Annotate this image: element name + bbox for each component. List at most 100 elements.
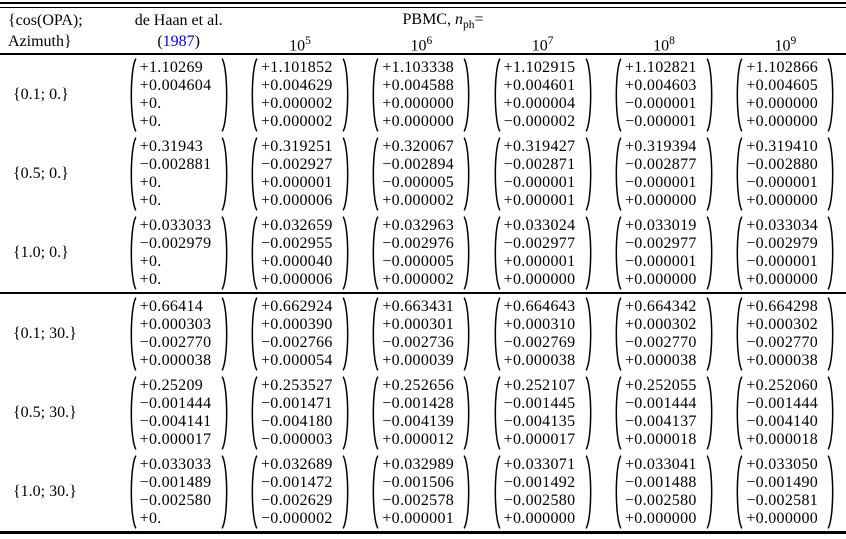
stokes-vector-cell: +0.033050 −0.001490 −0.002581 +0.000000 [725, 454, 846, 529]
stokes-vector-cell: +1.102821 +0.004603 −0.000001 −0.000001 [603, 57, 724, 132]
vector-component: +0.000040 [260, 252, 333, 270]
open-paren: ( [157, 33, 163, 50]
pbmc-prefix: PBMC, [402, 11, 455, 28]
stokes-vector-cell: +1.103338 +0.004588 +0.000000 +0.000000 [361, 57, 482, 132]
paren-close [706, 454, 713, 529]
vector-component: +1.101852 [260, 58, 333, 76]
paren-open [736, 57, 743, 132]
vector-values: +0.033019 −0.002977 −0.000001 +0.000000 [622, 217, 706, 289]
vector-values: +0.252055 −0.001444 −0.004137 +0.000018 [622, 377, 706, 449]
vector-component: +0.000000 [382, 112, 455, 130]
vector-component: +0.319427 [503, 137, 576, 155]
vector-values: +0.664342 +0.000302 −0.002770 +0.000038 [622, 298, 706, 370]
vector-component: +0.000039 [382, 351, 455, 369]
paren-close [221, 296, 228, 371]
vector-values: +0.664643 +0.000310 −0.002769 +0.000038 [501, 298, 585, 370]
vector-component: +0.000006 [260, 191, 333, 209]
paren-close [706, 57, 713, 132]
vector-component: +0.000038 [624, 351, 697, 369]
paren-close [221, 136, 228, 211]
vector-component: +0.004601 [503, 76, 576, 94]
paren-open [251, 454, 258, 529]
paren-close [342, 136, 349, 211]
paren-open [372, 57, 379, 132]
vector-values: +0.252656 −0.001428 −0.004139 +0.000012 [379, 377, 463, 449]
vector-component: +0.25209 [139, 376, 204, 394]
paren-open [130, 57, 137, 132]
paren-close [706, 136, 713, 211]
paren-close [342, 296, 349, 371]
paren-open [372, 215, 379, 290]
vector-component: −0.000005 [382, 252, 455, 270]
stokes-vector-cell: +1.102866 +0.004605 +0.000000 +0.000000 [725, 57, 846, 132]
paren-open [736, 215, 743, 290]
stokes-vector-cell: +0.319410 −0.002880 −0.000001 +0.000000 [725, 136, 846, 211]
vector-component: +0.032963 [382, 216, 455, 234]
vector-component: −0.000003 [260, 430, 333, 448]
vector-component: −0.000002 [503, 112, 576, 130]
stokes-vector-cell: +0.253527 −0.001471 −0.004180 −0.000003 [239, 375, 360, 450]
paren-close [585, 454, 592, 529]
vector-values: +1.10269 +0.004604 +0. +0. [137, 59, 221, 131]
table-header: {cos(OPA); de Haan et al. Azimuth} (1987… [0, 8, 846, 55]
vector-component: −0.004140 [746, 412, 819, 430]
vector-component: +0.004605 [746, 76, 819, 94]
vector-component: +0. [139, 173, 162, 191]
vector-component: −0.002977 [503, 234, 576, 252]
vector-component: +0.000000 [746, 191, 819, 209]
power-exponent: 7 [547, 35, 554, 47]
vector-component: −0.001472 [260, 473, 333, 491]
power-base: 10 [653, 37, 670, 55]
paren-open [251, 375, 258, 450]
row-label: {0.5; 0.} [13, 164, 69, 182]
power-exponent: 9 [790, 35, 797, 47]
vector-component: +0.000006 [260, 270, 333, 288]
vector-component: +0.000303 [139, 315, 212, 333]
paren-open [494, 296, 501, 371]
vector-component: +0.664298 [746, 297, 819, 315]
paren-close [342, 57, 349, 132]
vector-component: −0.004180 [260, 412, 333, 430]
vector-component: +0.000017 [503, 430, 576, 448]
vector-component: +0.252055 [624, 376, 697, 394]
vector-values: +0.033050 −0.001490 −0.002581 +0.000000 [743, 456, 827, 528]
vector-component: +0.033033 [139, 216, 212, 234]
vector-component: −0.001506 [382, 473, 455, 491]
vector-values: +0.319427 −0.002871 −0.000001 +0.000001 [501, 138, 585, 210]
vector-values: +0.253527 −0.001471 −0.004180 −0.000003 [258, 377, 342, 449]
paren-close [463, 296, 470, 371]
vector-component: +0.319251 [260, 137, 333, 155]
stokes-vector-cell: +0.032963 −0.002976 −0.000005 +0.000002 [361, 215, 482, 290]
vector-component: −0.001490 [746, 473, 819, 491]
vector-component: +0.664643 [503, 297, 576, 315]
vector-values: +1.101852 +0.004629 +0.000002 +0.000002 [258, 59, 342, 131]
vector-values: +1.102866 +0.004605 +0.000000 +0.000000 [743, 59, 827, 131]
vector-component: −0.002881 [139, 155, 212, 173]
citation-link-1987[interactable]: 1987 [162, 33, 195, 50]
vector-component: +0.000000 [624, 509, 697, 527]
row-label: {1.0; 30.} [13, 482, 77, 500]
vector-component: +0.000018 [746, 430, 819, 448]
vector-component: +0.033050 [746, 455, 819, 473]
paren-open [615, 57, 622, 132]
paren-close [585, 215, 592, 290]
vector-component: +1.103338 [382, 58, 455, 76]
paren-open [130, 136, 137, 211]
vector-component: −0.001444 [746, 394, 819, 412]
vector-component: +0. [139, 509, 162, 527]
vector-component: +0.004629 [260, 76, 333, 94]
stokes-vector-cell: +0.033019 −0.002977 −0.000001 +0.000000 [603, 215, 724, 290]
paren-open [736, 136, 743, 211]
row-label: {0.1; 0.} [13, 85, 69, 103]
stokes-vector-cell: +0.319251 −0.002927 +0.000001 +0.000006 [239, 136, 360, 211]
vector-component: +0.000000 [746, 112, 819, 130]
paren-close [827, 296, 834, 371]
stokes-vector-cell: +0.320067 −0.002894 −0.000005 +0.000002 [361, 136, 482, 211]
paren-open [615, 296, 622, 371]
vector-component: +0.000001 [260, 173, 333, 191]
header-pbmc-spacer [239, 10, 846, 31]
vector-component: +0.663431 [382, 297, 455, 315]
vector-component: −0.002979 [746, 234, 819, 252]
vector-values: +0.252060 −0.001444 −0.004140 +0.000018 [743, 377, 827, 449]
vector-component: +0.664342 [624, 297, 697, 315]
